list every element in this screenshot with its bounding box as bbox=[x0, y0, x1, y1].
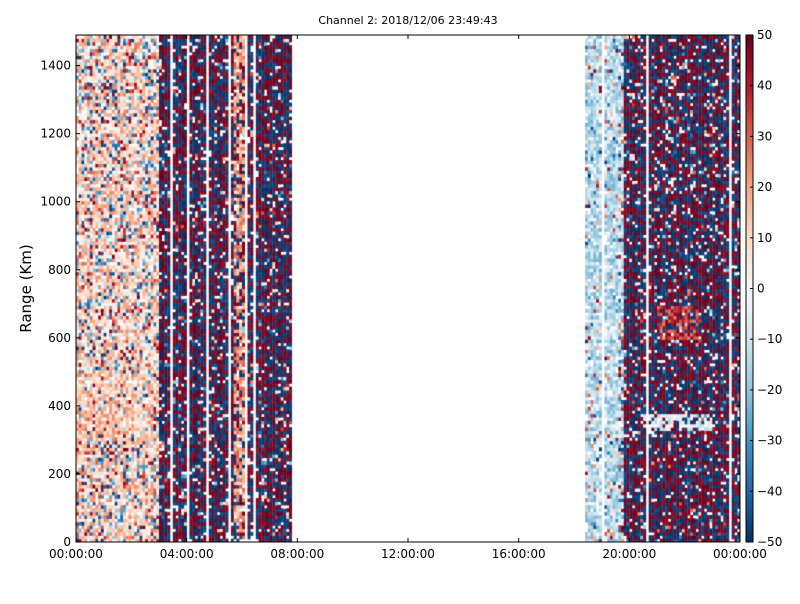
x-tick-label: 20:00:00 bbox=[602, 547, 656, 561]
colorbar-tick-label: −10 bbox=[757, 332, 782, 346]
y-tick-label: 0 bbox=[63, 535, 71, 549]
y-tick-label: 1200 bbox=[40, 127, 71, 141]
y-tick-label: 400 bbox=[48, 399, 71, 413]
colorbar-tick-label: 20 bbox=[757, 180, 772, 194]
colorbar-tick-label: −50 bbox=[757, 535, 782, 549]
colorbar-tick-label: −30 bbox=[757, 434, 782, 448]
y-tick-label: 600 bbox=[48, 331, 71, 345]
colorbar-tick-label: 10 bbox=[757, 231, 772, 245]
x-tick-label: 04:00:00 bbox=[160, 547, 214, 561]
y-tick-label: 800 bbox=[48, 263, 71, 277]
colorbar-tick-label: 40 bbox=[757, 79, 772, 93]
x-tick-label: 16:00:00 bbox=[492, 547, 546, 561]
x-tick-label: 08:00:00 bbox=[270, 547, 324, 561]
colorbar-tick-label: 0 bbox=[757, 282, 765, 296]
x-tick-label: 00:00:00 bbox=[713, 547, 767, 561]
y-tick-label: 200 bbox=[48, 467, 71, 481]
y-tick-label: 1000 bbox=[40, 195, 71, 209]
x-tick-label: 12:00:00 bbox=[381, 547, 435, 561]
colorbar-tick-label: 30 bbox=[757, 129, 772, 143]
heatmap-image bbox=[76, 35, 740, 542]
colorbar-tick-label: −20 bbox=[757, 383, 782, 397]
colorbar-tick-label: 50 bbox=[757, 28, 772, 42]
colorbar-tick-label: −40 bbox=[757, 484, 782, 498]
y-axis-label: Range (Km) bbox=[17, 244, 35, 332]
chart-title: Channel 2: 2018/12/06 23:49:43 bbox=[318, 14, 498, 27]
y-tick-label: 1400 bbox=[40, 59, 71, 73]
x-tick-label: 00:00:00 bbox=[49, 547, 103, 561]
